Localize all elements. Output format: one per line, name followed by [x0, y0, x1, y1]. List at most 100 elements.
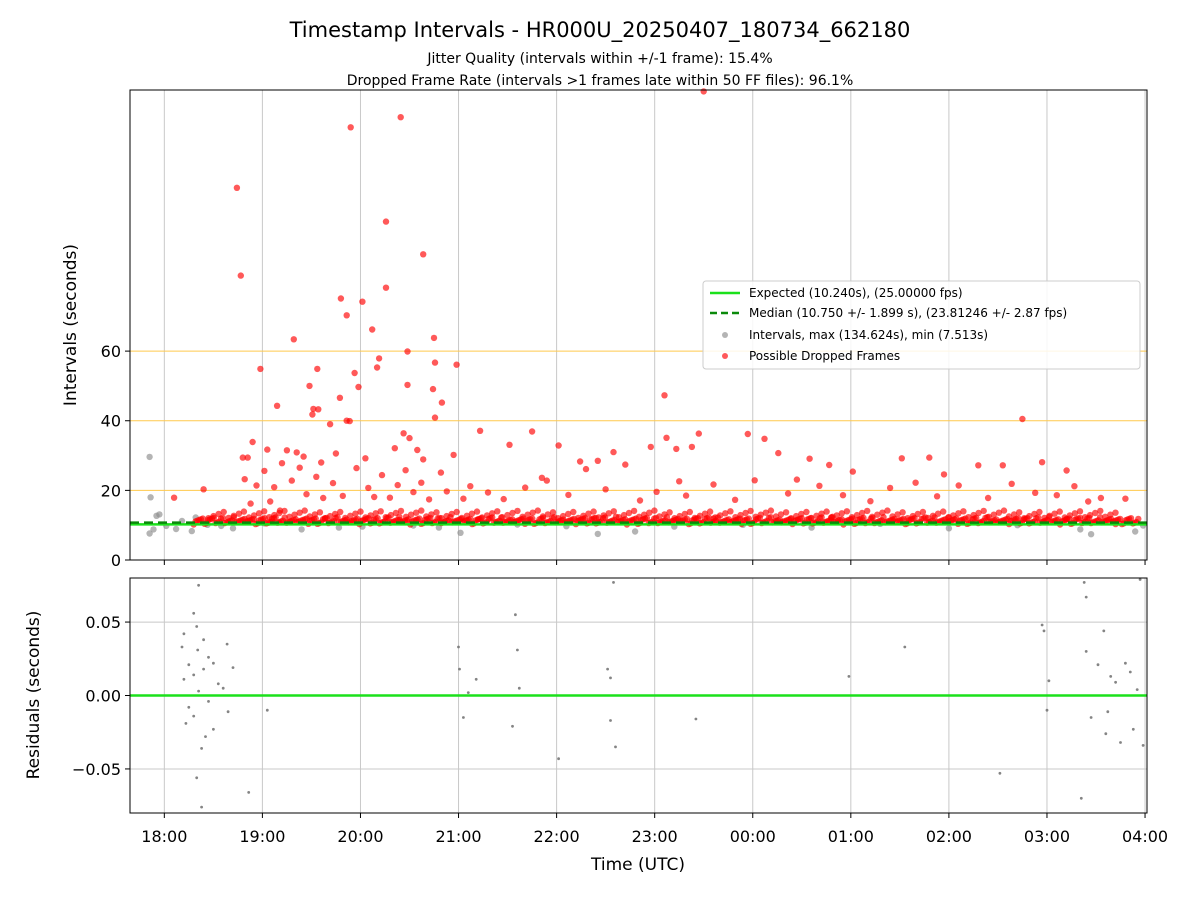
interval-point — [298, 526, 305, 533]
dropped-frame-point — [706, 508, 714, 515]
dropped-frame-point — [1127, 515, 1135, 522]
dropped-frame-point — [301, 507, 308, 514]
dropped-frame-point — [329, 479, 337, 487]
dropped-frame-point — [244, 454, 251, 461]
dropped-frame-point — [955, 482, 962, 489]
dropped-frame-point — [391, 445, 398, 452]
dropped-frame-point — [339, 492, 346, 500]
dropped-frame-point — [990, 511, 997, 518]
residual-point — [204, 735, 207, 738]
dropped-frame-point — [494, 508, 501, 515]
dropped-frame-point — [476, 427, 484, 434]
residual-point — [195, 625, 199, 628]
interval-point — [594, 530, 601, 538]
dropped-frame-point — [264, 446, 271, 453]
dropped-frame-point — [661, 392, 668, 399]
dropped-frame-point — [1061, 514, 1069, 521]
dropped-frame-point — [326, 421, 334, 428]
dropped-frame-point — [225, 514, 232, 522]
dropped-frame-point — [438, 515, 445, 522]
dropped-frame-point — [506, 441, 513, 448]
dropped-frame-point — [909, 512, 916, 520]
residual-point — [184, 722, 188, 725]
dropped-frame-point — [1107, 511, 1114, 518]
dropped-frame-point — [1122, 495, 1129, 502]
dropped-frame-point — [458, 514, 465, 522]
legend-swatch-intervals — [722, 332, 728, 338]
dropped-frame-point — [610, 448, 617, 456]
interval-point — [146, 530, 153, 537]
dropped-frame-point — [656, 513, 663, 520]
chart-subtitle-jitter: Jitter Quality (intervals within +/-1 fr… — [426, 51, 772, 67]
x-axis-label: Time (UTC) — [590, 855, 685, 875]
dropped-frame-point — [367, 512, 374, 519]
dropped-frame-point — [590, 508, 597, 515]
dropped-frame-point — [793, 512, 800, 520]
dropped-frame-point — [326, 512, 334, 520]
dropped-frame-point — [250, 512, 258, 519]
dropped-frame-point — [745, 515, 752, 522]
residual-point — [606, 667, 609, 671]
legend-box — [702, 280, 1141, 370]
dropped-frame-point — [453, 508, 460, 516]
dropped-frame-point — [823, 508, 830, 515]
dropped-frame-point — [884, 507, 891, 514]
dropped-frame-point — [230, 512, 237, 519]
dropped-frame-point — [1032, 489, 1039, 496]
dropped-frame-point — [170, 494, 178, 501]
dropped-frame-point — [374, 515, 381, 522]
interval-point — [172, 525, 180, 533]
dropped-frame-point — [663, 434, 670, 441]
dropped-frame-point — [661, 511, 668, 518]
dropped-frame-point — [555, 442, 562, 449]
dropped-frame-point — [460, 495, 467, 502]
dropped-frame-point — [416, 515, 423, 522]
dropped-frame-point — [641, 511, 648, 518]
residual-point — [202, 667, 206, 671]
dropped-frame-point — [1036, 508, 1043, 516]
x-tick-label: 20:00 — [337, 827, 383, 846]
dropped-frame-point — [691, 514, 699, 522]
dropped-frame-point — [849, 468, 856, 475]
dropped-frame-point — [404, 348, 411, 355]
residual-point — [1106, 710, 1110, 714]
residual-point — [225, 642, 229, 646]
intervals-y-axis-label: Intervals (seconds) — [61, 244, 81, 406]
interval-point — [457, 529, 464, 536]
dropped-frame-point — [453, 361, 460, 368]
dropped-frame-point — [646, 509, 653, 516]
dropped-frame-point — [504, 511, 511, 519]
residual-point — [1089, 716, 1093, 719]
dropped-frame-point — [1096, 514, 1104, 521]
dropped-frame-point — [975, 462, 982, 469]
dropped-frame-point — [1063, 467, 1070, 474]
dropped-frame-point — [559, 512, 567, 520]
dropped-frame-point — [853, 511, 861, 519]
dropped-frame-point — [276, 509, 283, 517]
dropped-frame-point — [281, 514, 288, 521]
dropped-frame-point — [484, 489, 492, 496]
dropped-frame-point — [273, 402, 281, 409]
interval-point — [146, 453, 153, 461]
dropped-frame-point — [281, 507, 288, 515]
dropped-frame-point — [636, 497, 644, 504]
dropped-frame-point — [1020, 515, 1028, 522]
dropped-frame-point — [343, 312, 350, 319]
dropped-frame-point — [630, 507, 638, 515]
dropped-frame-point — [686, 508, 693, 516]
dropped-frame-point — [727, 508, 734, 515]
dropped-frame-point — [321, 515, 329, 522]
dropped-frame-point — [1010, 511, 1018, 518]
dropped-frame-point — [467, 483, 474, 490]
dropped-frame-point — [688, 443, 696, 451]
y-tick-label: 60 — [101, 342, 121, 361]
dropped-frame-point — [595, 514, 602, 521]
dropped-frame-point — [636, 513, 643, 520]
residual-point — [192, 611, 196, 615]
dropped-frame-point — [965, 514, 972, 521]
residual-point — [1141, 744, 1145, 747]
dropped-frame-point — [1071, 483, 1078, 490]
dropped-frame-point — [483, 512, 491, 519]
dropped-frame-point — [924, 514, 932, 522]
dropped-frame-point — [940, 471, 948, 478]
